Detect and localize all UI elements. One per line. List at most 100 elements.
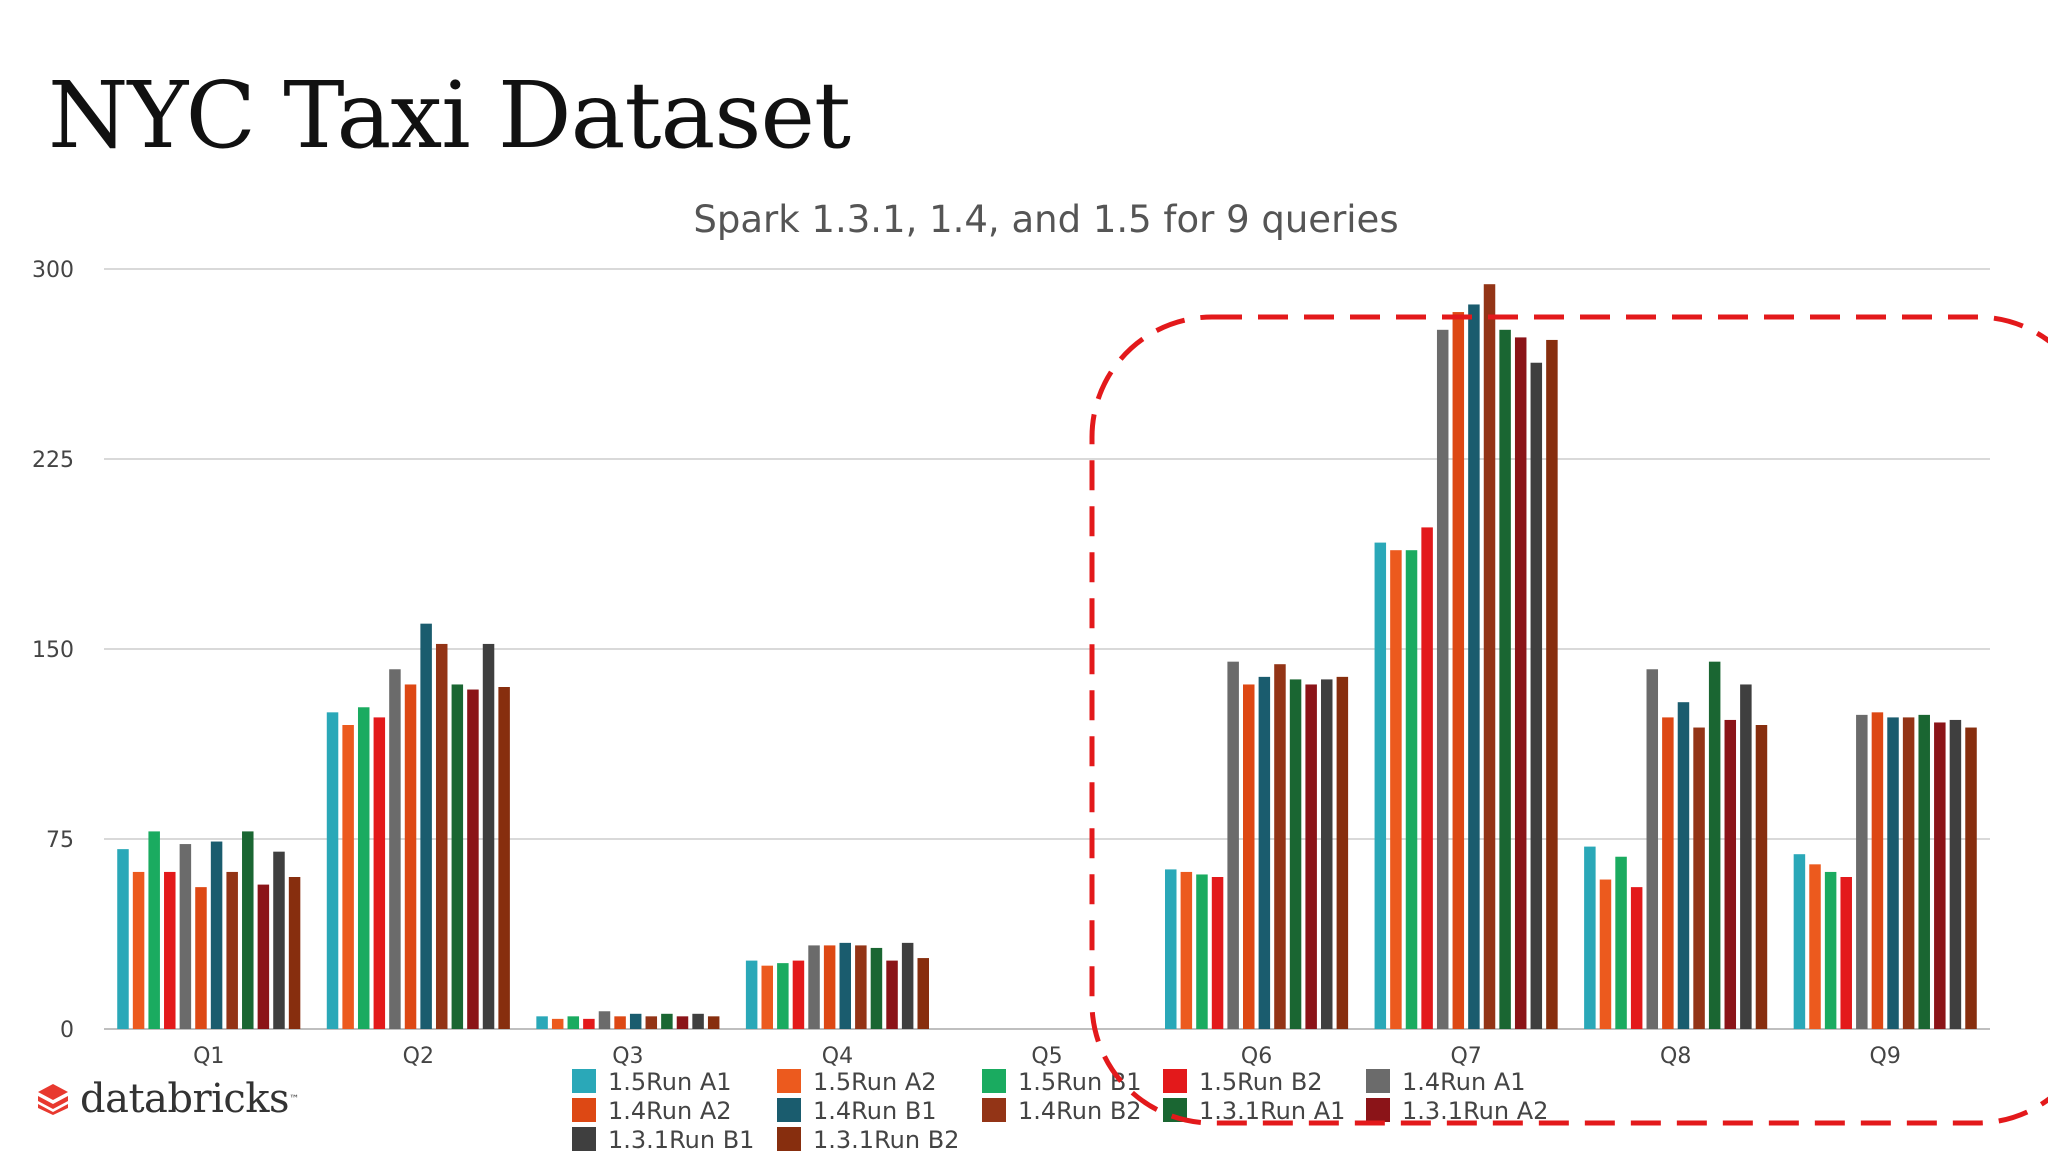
bar-q6-s2 <box>1180 871 1193 1029</box>
chart-title: Spark 1.3.1, 1.4, and 1.5 for 9 queries <box>693 198 1398 241</box>
bar-q7-s2 <box>1390 550 1402 1029</box>
bar-q9-s6 <box>1871 712 1884 1029</box>
databricks-logo: databricks ™ <box>36 1076 300 1122</box>
bar-q8-s12 <box>1755 725 1768 1029</box>
bar-q4-s11 <box>901 942 914 1029</box>
bar-q7-s8 <box>1483 284 1496 1029</box>
bar-q3-s6 <box>614 1016 626 1029</box>
x-tick-label: Q3 <box>612 1044 643 1069</box>
bar-q3-s4 <box>583 1018 595 1029</box>
bar-q6-s3 <box>1196 874 1208 1029</box>
y-tick-label: 0 <box>60 1018 74 1043</box>
bar-q3-s11 <box>692 1013 704 1029</box>
bar-q7-s5 <box>1436 329 1449 1029</box>
bar-q4-s5 <box>808 945 820 1029</box>
bar-q8-s8 <box>1693 727 1705 1029</box>
bar-q7-s6 <box>1452 312 1465 1030</box>
bar-q3-s12 <box>707 1016 720 1029</box>
y-tick-label: 225 <box>32 448 74 473</box>
legend-swatch <box>982 1098 1006 1122</box>
bar-q3-s2 <box>551 1018 564 1029</box>
bar-q2-s11 <box>482 643 495 1029</box>
bar-q9-s5 <box>1856 714 1868 1029</box>
bar-q4-s8 <box>855 945 867 1029</box>
x-tick-label: Q9 <box>1870 1044 1901 1069</box>
x-tick-label: Q7 <box>1450 1044 1481 1069</box>
bar-q8-s3 <box>1615 856 1627 1029</box>
bar-q6-s10 <box>1305 684 1317 1029</box>
y-tick-label: 75 <box>46 828 74 853</box>
bar-q6-s9 <box>1289 679 1302 1029</box>
bar-q9-s7 <box>1887 717 1899 1029</box>
bar-q9-s12 <box>1965 727 1977 1029</box>
bar-q6-s6 <box>1243 684 1255 1029</box>
legend-label: 1.4Run B2 <box>1018 1097 1142 1125</box>
x-tick-label: Q4 <box>822 1044 853 1069</box>
bar-q6-s12 <box>1336 676 1349 1029</box>
bar-q2-s8 <box>435 643 448 1029</box>
bar-q4-s10 <box>886 960 898 1029</box>
bar-q9-s10 <box>1934 722 1946 1029</box>
y-tick-label: 150 <box>32 638 74 663</box>
bar-q8-s2 <box>1599 879 1612 1029</box>
legend-label: 1.5Run B2 <box>1199 1068 1323 1096</box>
bar-q1-s6 <box>195 887 207 1029</box>
legend-swatch <box>572 1127 596 1151</box>
bar-q8-s11 <box>1740 684 1752 1029</box>
bar-q9-s2 <box>1809 864 1821 1029</box>
bars <box>117 284 1977 1030</box>
bar-q1-s3 <box>148 831 160 1029</box>
bar-q7-s11 <box>1530 362 1543 1029</box>
bar-q9-s1 <box>1793 854 1806 1029</box>
bar-q4-s3 <box>777 963 789 1029</box>
bar-q7-s12 <box>1546 339 1558 1029</box>
legend-swatch <box>1366 1098 1390 1122</box>
legend-label: 1.5Run B1 <box>1018 1068 1142 1096</box>
legend-label: 1.3.1Run B1 <box>608 1126 754 1152</box>
legend-swatch <box>572 1069 596 1093</box>
databricks-logo-icon <box>38 1084 68 1115</box>
legend-label: 1.3.1Run B2 <box>813 1126 959 1152</box>
bar-q6-s8 <box>1274 664 1286 1029</box>
bar-q4-s9 <box>870 947 883 1029</box>
bar-q2-s7 <box>420 623 432 1029</box>
bar-q2-s10 <box>467 689 479 1029</box>
bar-q9-s9 <box>1918 714 1930 1029</box>
bar-q6-s5 <box>1227 661 1239 1029</box>
legend-swatch <box>1366 1069 1390 1093</box>
legend-swatch <box>777 1127 801 1151</box>
x-tick-label: Q5 <box>1031 1044 1062 1069</box>
legend-label: 1.4Run A2 <box>608 1097 732 1125</box>
legend-swatch <box>572 1098 596 1122</box>
legend-swatch <box>1163 1069 1187 1093</box>
bar-q7-s1 <box>1374 542 1387 1029</box>
logo-trademark: ™ <box>289 1093 300 1105</box>
legend-label: 1.4Run A1 <box>1402 1068 1526 1096</box>
x-tick-label: Q8 <box>1660 1044 1691 1069</box>
bar-q3-s10 <box>676 1016 689 1029</box>
bar-q1-s7 <box>210 841 223 1029</box>
bar-q2-s4 <box>373 717 386 1029</box>
bar-q1-s10 <box>257 884 270 1029</box>
bar-q2-s9 <box>451 684 464 1029</box>
bar-q9-s3 <box>1824 871 1837 1029</box>
bar-q9-s11 <box>1949 719 1962 1029</box>
slide-title: NYC Taxi Dataset <box>48 62 851 169</box>
bar-q4-s2 <box>761 965 773 1029</box>
bar-q2-s6 <box>404 684 417 1029</box>
x-tick-label: Q2 <box>403 1044 434 1069</box>
bar-q7-s4 <box>1421 527 1433 1029</box>
legend-swatch <box>777 1098 801 1122</box>
legend-label: 1.4Run B1 <box>813 1097 937 1125</box>
axis-ticks: 0 75 150 225 300 Q1 Q2 Q3 Q4 Q5 Q6 Q7 Q8 Q9 <box>32 258 1901 1069</box>
bar-q3-s7 <box>629 1013 642 1029</box>
bar-q2-s3 <box>357 707 370 1029</box>
bar-q2-s2 <box>342 725 354 1029</box>
legend-label: 1.3.1Run A1 <box>1199 1097 1345 1125</box>
bar-q1-s5 <box>179 844 192 1029</box>
legend-label: 1.5Run A2 <box>813 1068 937 1096</box>
logo-text: databricks <box>80 1076 290 1122</box>
legend-label: 1.3.1Run A2 <box>1402 1097 1548 1125</box>
legend-swatch <box>777 1069 801 1093</box>
bar-q1-s2 <box>132 871 145 1029</box>
